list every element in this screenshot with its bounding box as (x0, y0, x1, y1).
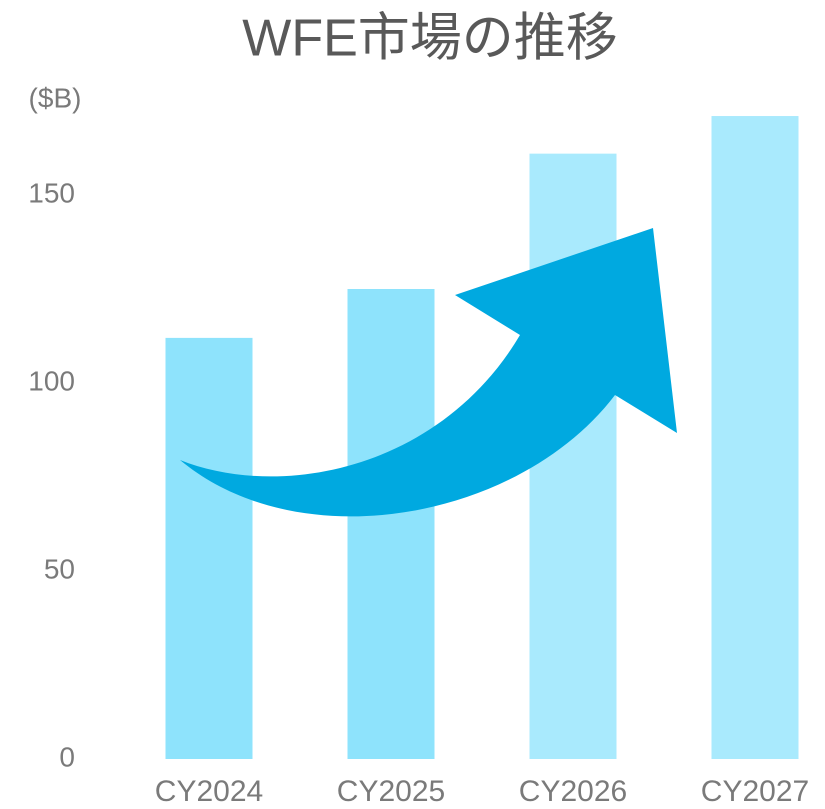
x-tick-label: CY2024 (155, 775, 263, 808)
chart-title: WFE市場の推移 (242, 10, 618, 68)
bar (165, 337, 253, 759)
y-tick-label: 0 (59, 741, 75, 772)
growth-arrow (180, 228, 677, 517)
bar (711, 116, 799, 760)
y-tick-label: 100 (28, 365, 75, 396)
bars (165, 116, 799, 760)
x-tick-label: CY2026 (519, 775, 627, 808)
y-tick-label: 50 (44, 553, 75, 584)
bar (347, 289, 435, 759)
y-axis-label: ($B) (29, 82, 82, 113)
x-tick-label: CY2027 (701, 775, 809, 808)
y-tick-label: 150 (28, 177, 75, 208)
x-tick-label: CY2025 (337, 775, 445, 808)
